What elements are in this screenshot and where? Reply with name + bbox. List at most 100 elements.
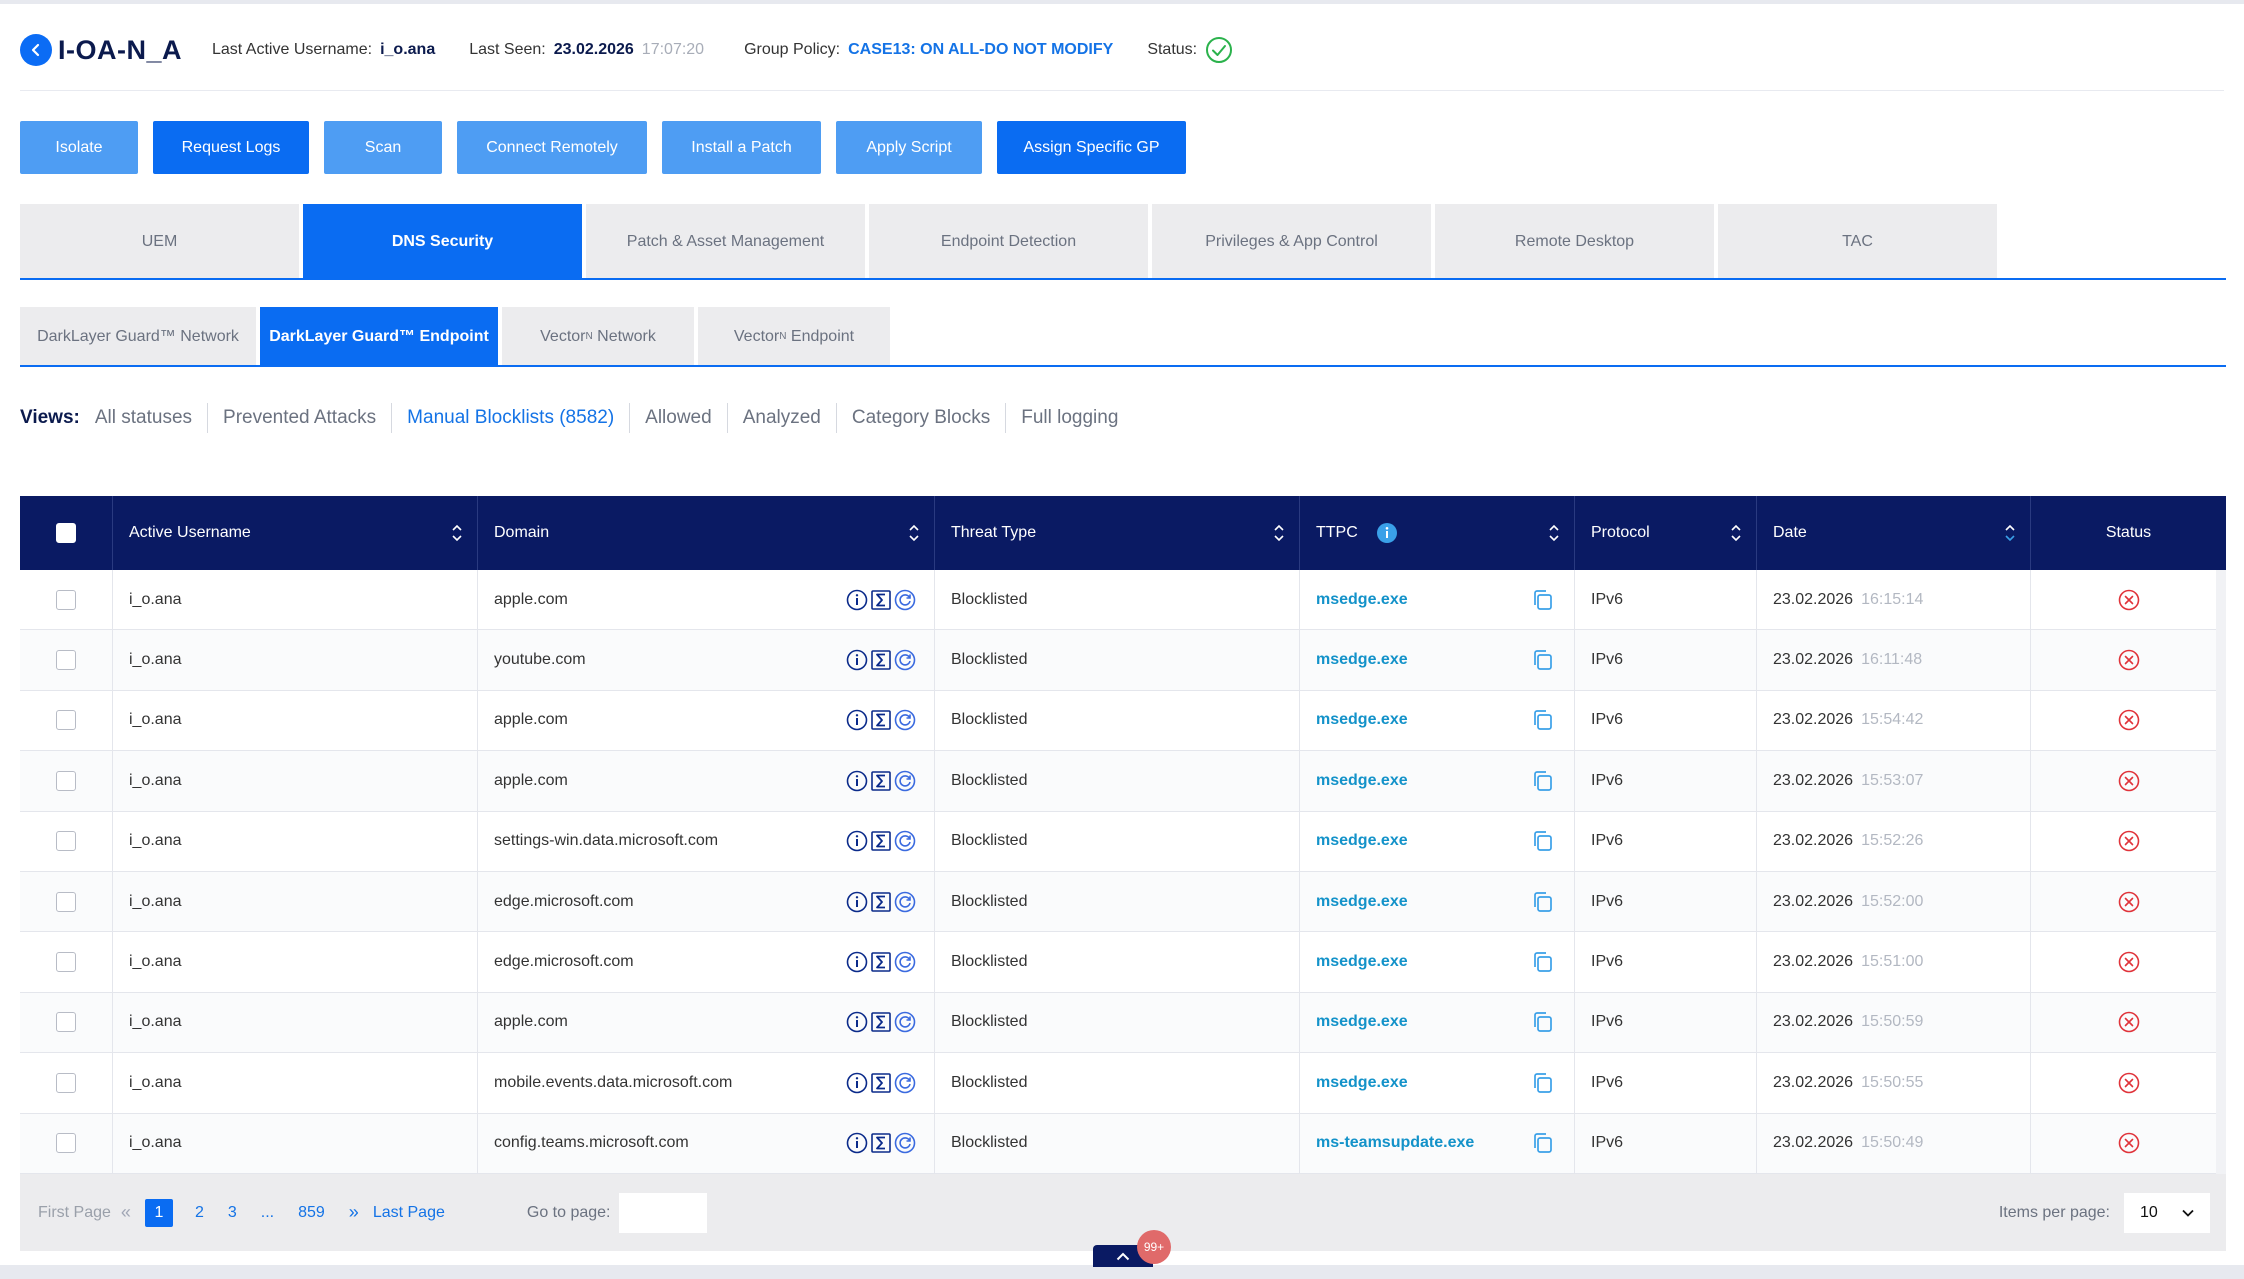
select-all-checkbox[interactable] (56, 523, 76, 543)
refresh-icon[interactable] (894, 891, 916, 913)
install-patch-button[interactable]: Install a Patch (662, 121, 821, 174)
tab-remote-desktop[interactable]: Remote Desktop (1435, 204, 1714, 279)
copy-icon[interactable] (1532, 890, 1554, 914)
row-checkbox[interactable] (56, 831, 76, 852)
row-checkbox[interactable] (56, 1133, 76, 1154)
row-checkbox[interactable] (56, 1072, 76, 1093)
copy-icon[interactable] (1532, 950, 1554, 974)
sort-icon[interactable] (908, 522, 920, 544)
row-checkbox[interactable] (56, 891, 76, 912)
copy-icon[interactable] (1532, 588, 1554, 612)
copy-icon[interactable] (1532, 708, 1554, 732)
row-checkbox[interactable] (56, 710, 76, 731)
refresh-icon[interactable] (894, 951, 916, 973)
group-policy-link[interactable]: CASE13: ON ALL-DO NOT MODIFY (848, 41, 1114, 58)
assign-gp-button[interactable]: Assign Specific GP (997, 121, 1186, 174)
view-category-blocks[interactable]: Category Blocks (837, 403, 1007, 433)
ttpc-process-link[interactable]: msedge.exe (1316, 832, 1408, 850)
subtab-vector-endpoint[interactable]: Vector N Endpoint (698, 307, 890, 366)
col-ttpc[interactable]: TTPC (1300, 496, 1575, 570)
view-prevented-attacks[interactable]: Prevented Attacks (208, 403, 393, 433)
ttpc-process-link[interactable]: msedge.exe (1316, 953, 1408, 971)
sigma-icon[interactable] (870, 830, 892, 852)
domain-info-icon[interactable] (846, 589, 868, 611)
page-3[interactable]: 3 (227, 1203, 237, 1221)
next-page-icon[interactable]: » (348, 1202, 359, 1222)
view-full-logging[interactable]: Full logging (1021, 407, 1119, 428)
view-all-statuses[interactable]: All statuses (95, 403, 209, 433)
col-protocol[interactable]: Protocol (1575, 496, 1757, 570)
last-page-link[interactable]: Last Page (372, 1203, 445, 1221)
copy-icon[interactable] (1532, 769, 1554, 793)
refresh-icon[interactable] (894, 709, 916, 731)
ttpc-process-link[interactable]: msedge.exe (1316, 771, 1408, 789)
table-scrollbar[interactable] (2216, 570, 2226, 1174)
scan-button[interactable]: Scan (324, 121, 442, 174)
ttpc-process-link[interactable]: msedge.exe (1316, 1073, 1408, 1091)
tab-dns-security[interactable]: DNS Security (303, 204, 582, 279)
ttpc-process-link[interactable]: msedge.exe (1316, 651, 1408, 669)
sigma-icon[interactable] (870, 1072, 892, 1094)
notification-badge[interactable]: 99+ (1137, 1230, 1171, 1264)
sigma-icon[interactable] (870, 891, 892, 913)
domain-info-icon[interactable] (846, 649, 868, 671)
refresh-icon[interactable] (894, 770, 916, 792)
subtab-vector-network[interactable]: Vector N Network (502, 307, 694, 366)
sigma-icon[interactable] (870, 709, 892, 731)
info-icon[interactable] (1376, 522, 1398, 544)
copy-icon[interactable] (1532, 1010, 1554, 1034)
page-2[interactable]: 2 (194, 1203, 204, 1221)
subtab-darklayer-endpoint[interactable]: DarkLayer Guard™ Endpoint (260, 307, 498, 366)
sort-desc-icon[interactable] (2004, 522, 2016, 544)
copy-icon[interactable] (1532, 648, 1554, 672)
row-checkbox[interactable] (56, 952, 76, 973)
tab-patch-asset[interactable]: Patch & Asset Management (586, 204, 865, 279)
tab-privileges[interactable]: Privileges & App Control (1152, 204, 1431, 279)
sort-icon[interactable] (1548, 522, 1560, 544)
copy-icon[interactable] (1532, 1071, 1554, 1095)
view-manual-blocklists[interactable]: Manual Blocklists (8582) (392, 403, 631, 433)
view-allowed[interactable]: Allowed (630, 403, 728, 433)
tab-endpoint-detection[interactable]: Endpoint Detection (869, 204, 1148, 279)
domain-info-icon[interactable] (846, 1072, 868, 1094)
tab-uem[interactable]: UEM (20, 204, 299, 279)
first-page-link[interactable]: First Page (38, 1203, 111, 1221)
ttpc-process-link[interactable]: ms-teamsupdate.exe (1316, 1134, 1475, 1152)
goto-page-input[interactable] (618, 1192, 707, 1233)
ttpc-process-link[interactable]: msedge.exe (1316, 590, 1408, 608)
ttpc-process-link[interactable]: msedge.exe (1316, 1013, 1408, 1031)
domain-info-icon[interactable] (846, 951, 868, 973)
col-active-username[interactable]: Active Username (113, 496, 478, 570)
sort-icon[interactable] (451, 522, 463, 544)
subtab-darklayer-network[interactable]: DarkLayer Guard™ Network (20, 307, 256, 366)
page-1[interactable]: 1 (144, 1198, 173, 1227)
items-per-page-select[interactable]: 10 (2124, 1192, 2210, 1233)
row-checkbox[interactable] (56, 770, 76, 791)
domain-info-icon[interactable] (846, 891, 868, 913)
sigma-icon[interactable] (870, 951, 892, 973)
tab-tac[interactable]: TAC (1718, 204, 1997, 279)
apply-script-button[interactable]: Apply Script (836, 121, 982, 174)
sigma-icon[interactable] (870, 589, 892, 611)
sigma-icon[interactable] (870, 649, 892, 671)
ttpc-process-link[interactable]: msedge.exe (1316, 892, 1408, 910)
prev-page-icon[interactable]: « (120, 1202, 131, 1222)
refresh-icon[interactable] (894, 1132, 916, 1154)
domain-info-icon[interactable] (846, 709, 868, 731)
sort-icon[interactable] (1273, 522, 1285, 544)
domain-info-icon[interactable] (846, 830, 868, 852)
domain-info-icon[interactable] (846, 1011, 868, 1033)
row-checkbox[interactable] (56, 650, 76, 671)
ttpc-process-link[interactable]: msedge.exe (1316, 711, 1408, 729)
refresh-icon[interactable] (894, 1072, 916, 1094)
col-date[interactable]: Date (1757, 496, 2031, 570)
col-threat-type[interactable]: Threat Type (935, 496, 1300, 570)
isolate-button[interactable]: Isolate (20, 121, 138, 174)
sigma-icon[interactable] (870, 1011, 892, 1033)
copy-icon[interactable] (1532, 829, 1554, 853)
connect-remotely-button[interactable]: Connect Remotely (457, 121, 647, 174)
sort-icon[interactable] (1730, 522, 1742, 544)
refresh-icon[interactable] (894, 830, 916, 852)
domain-info-icon[interactable] (846, 1132, 868, 1154)
refresh-icon[interactable] (894, 589, 916, 611)
